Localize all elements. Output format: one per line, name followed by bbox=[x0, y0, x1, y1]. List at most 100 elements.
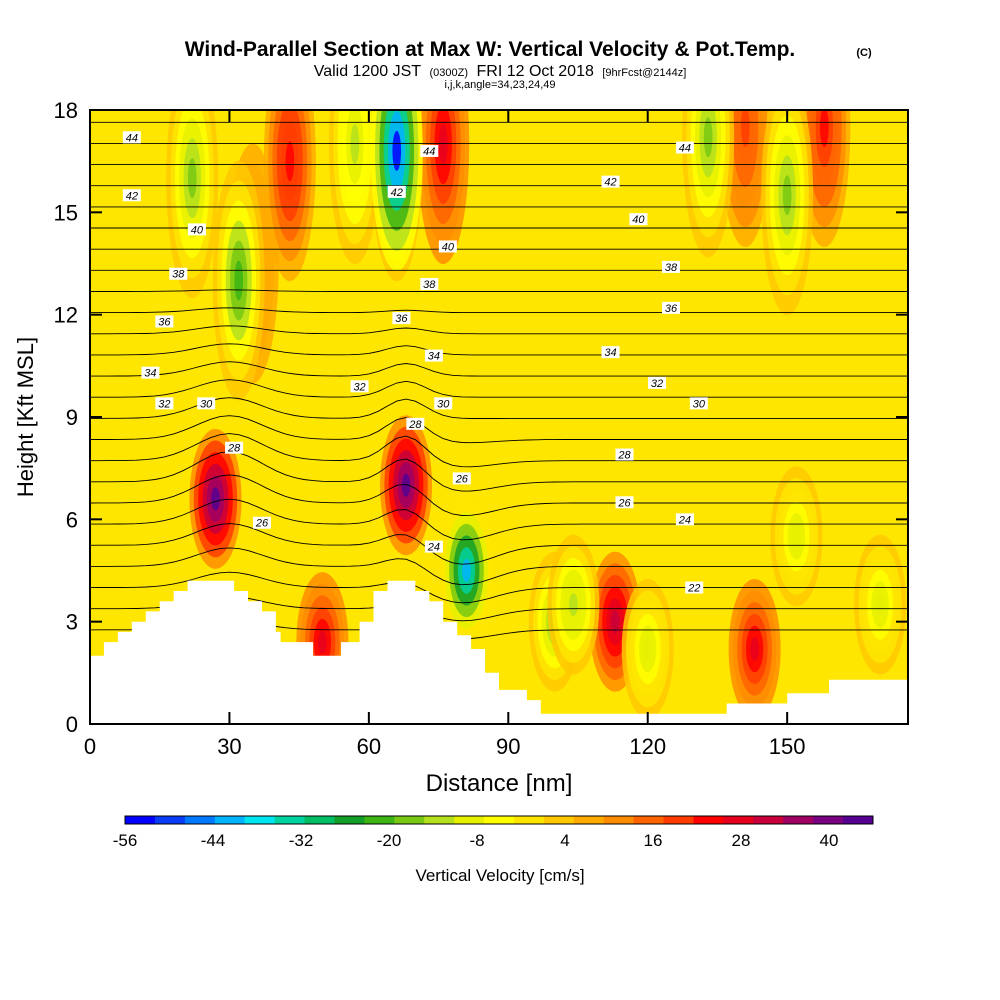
x-tick-label: 90 bbox=[496, 734, 520, 759]
isentrope-label-box bbox=[661, 260, 680, 273]
isentrope-label: 38 bbox=[172, 269, 185, 281]
isentrope-label-box bbox=[406, 417, 425, 430]
velocity-contour bbox=[318, 630, 327, 654]
velocity-contour bbox=[285, 141, 295, 182]
isentrope-label-box bbox=[424, 349, 443, 362]
isentrope-label-box bbox=[252, 516, 271, 529]
colorbar-swatch bbox=[573, 816, 605, 824]
colorbar-swatch bbox=[154, 816, 186, 824]
isentrope-label-box bbox=[392, 312, 411, 325]
isentrope-label: 34 bbox=[604, 347, 616, 359]
copyright-mark: (C) bbox=[856, 47, 872, 59]
colorbar-tick-label: -8 bbox=[469, 831, 484, 850]
isentrope-23 bbox=[90, 547, 908, 586]
velocity-contour bbox=[569, 592, 578, 617]
velocity-contour bbox=[875, 592, 885, 617]
isentrope-label: 28 bbox=[617, 450, 631, 462]
isentrope-label: 24 bbox=[427, 542, 440, 554]
isentrope-label-box bbox=[661, 301, 680, 314]
colorbar: -56 -44 -32 -20 -8 4 16 28 40 bbox=[113, 815, 874, 850]
isentrope-label: 28 bbox=[227, 443, 241, 455]
velocity-feature-23 bbox=[770, 466, 823, 607]
isentrope-label-box bbox=[601, 175, 620, 188]
isentrope-label-box bbox=[689, 397, 708, 410]
isentrope-29 bbox=[90, 415, 908, 444]
velocity-contour bbox=[643, 637, 653, 661]
isentrope-label-box bbox=[387, 185, 406, 198]
colorbar-swatch bbox=[304, 816, 335, 824]
isentrope-label: 36 bbox=[665, 303, 678, 315]
isentrope-label: 32 bbox=[353, 381, 365, 393]
isentrope-32 bbox=[90, 361, 908, 377]
isentrope-label: 40 bbox=[442, 241, 455, 253]
colorbar-swatch bbox=[603, 816, 635, 824]
plot-area: 44 42 40 38 36 34 32 30 28 26 44 42 40 38 36 34 32 30 28 26… bbox=[90, 110, 908, 724]
velocity-contour bbox=[234, 260, 244, 301]
y-tick-label: 0 bbox=[66, 712, 78, 737]
velocity-feature-18 bbox=[547, 534, 600, 675]
velocity-contour bbox=[792, 524, 801, 549]
colorbar-tick-label: 4 bbox=[560, 831, 569, 850]
isentrope-label: 40 bbox=[632, 214, 645, 226]
velocity-contour bbox=[820, 110, 829, 148]
isentrope-label: 26 bbox=[255, 518, 269, 530]
isentrope-label-box bbox=[350, 380, 369, 393]
valid-date: FRI 12 Oct 2018 bbox=[476, 63, 593, 80]
colorbar-label: Vertical Velocity [cm/s] bbox=[415, 866, 584, 885]
isentrope-label-box bbox=[615, 448, 634, 461]
isentrope-label: 38 bbox=[423, 279, 436, 291]
isentrope-label-box bbox=[122, 189, 141, 202]
colorbar-swatch bbox=[184, 816, 216, 824]
colorbar-tick-label: 28 bbox=[732, 831, 751, 850]
velocity-feature-7 bbox=[440, 500, 493, 641]
isentrope-label-box bbox=[141, 366, 160, 379]
isentrope-label-box bbox=[438, 240, 457, 253]
velocity-feature-1 bbox=[189, 428, 242, 569]
colorbar-swatch bbox=[633, 816, 665, 824]
colorbar-tick-label: -20 bbox=[377, 831, 402, 850]
colorbar-swatch bbox=[214, 816, 246, 824]
velocity-contour bbox=[462, 558, 471, 583]
isentrope-label: 44 bbox=[679, 143, 691, 155]
colorbar-swatch bbox=[364, 816, 395, 824]
colorbar-swatch bbox=[513, 816, 545, 824]
velocity-contour bbox=[187, 158, 197, 199]
velocity-feature-22 bbox=[854, 534, 907, 675]
colorbar-swatch bbox=[274, 816, 306, 824]
isentrope-28 bbox=[90, 433, 908, 468]
isentrope-label-box bbox=[629, 213, 648, 226]
valid-time-line: Valid 1200 JST (0300Z) FRI 12 Oct 2018 [… bbox=[314, 63, 687, 80]
y-tick-label: 18 bbox=[54, 98, 78, 123]
isentrope-35 bbox=[90, 307, 908, 314]
colorbar-tick-label: 40 bbox=[820, 831, 839, 850]
isentrope-34 bbox=[90, 325, 908, 335]
colorbar-swatch bbox=[454, 816, 485, 824]
isentrope-label-box bbox=[122, 131, 141, 144]
isentrope-label-box bbox=[615, 496, 634, 509]
isentrope-label: 26 bbox=[455, 473, 469, 485]
velocity-contour bbox=[703, 117, 713, 158]
isentrope-label-box bbox=[169, 267, 188, 280]
isentrope-33 bbox=[90, 343, 908, 356]
colorbar-swatch bbox=[394, 816, 425, 824]
forecast-tag: [9hrFcst@2144z] bbox=[602, 67, 686, 79]
velocity-contour bbox=[401, 473, 411, 497]
velocity-contour bbox=[782, 175, 792, 216]
isentrope-label: 30 bbox=[200, 398, 213, 410]
colorbar-swatch bbox=[424, 816, 455, 824]
isentrope-label-box bbox=[155, 397, 174, 410]
isentrope-label-box bbox=[675, 513, 694, 526]
isentrope-label: 30 bbox=[437, 398, 450, 410]
isentrope-24 bbox=[90, 523, 908, 565]
colorbar-tick-label: -56 bbox=[113, 831, 138, 850]
isentrope-label: 22 bbox=[687, 583, 700, 595]
colorbar-frame bbox=[124, 815, 874, 825]
y-tick-label: 9 bbox=[66, 405, 78, 430]
valid-prefix: Valid 1200 JST bbox=[314, 63, 422, 80]
colorbar-swatch bbox=[693, 816, 724, 824]
colorbar-swatch bbox=[543, 816, 575, 824]
x-tick-label: 60 bbox=[357, 734, 381, 759]
isentrope-label: 38 bbox=[665, 262, 678, 274]
isentrope-label: 42 bbox=[126, 190, 138, 202]
isentrope-36 bbox=[90, 289, 908, 292]
